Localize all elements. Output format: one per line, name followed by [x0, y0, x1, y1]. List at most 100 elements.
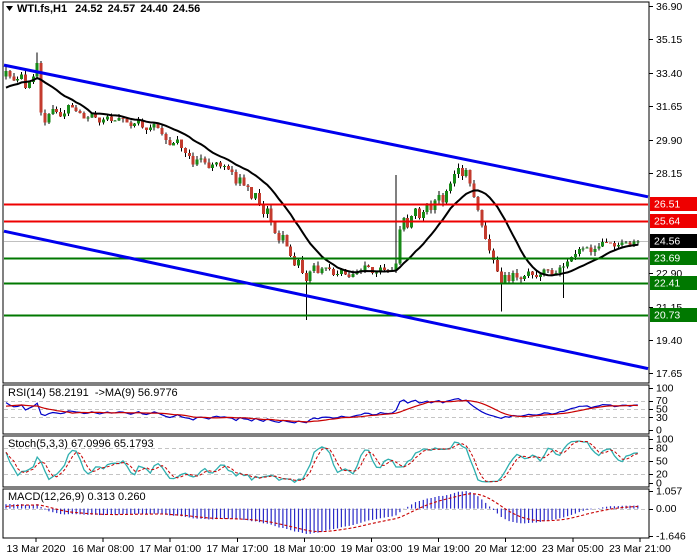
candle [207, 158, 211, 169]
candle [488, 234, 492, 254]
macd-signal-line [5, 493, 638, 533]
candle [624, 241, 628, 244]
candle [433, 199, 437, 214]
candle [86, 116, 90, 122]
candle [538, 272, 542, 282]
candle [168, 137, 172, 146]
candle [589, 244, 593, 256]
candle [277, 230, 281, 244]
candle [394, 174, 398, 274]
candle [460, 164, 464, 180]
candle [503, 272, 507, 285]
time-axis-label: 23 Mar 05:00 [542, 543, 604, 555]
candle [195, 155, 199, 166]
candle [480, 209, 484, 228]
candle [191, 152, 195, 168]
candle [468, 169, 472, 187]
candle [27, 82, 31, 89]
candle [199, 154, 203, 163]
price-level-badge [650, 308, 697, 322]
candle [16, 76, 20, 83]
candle [449, 181, 453, 194]
candle [597, 242, 601, 251]
candle [499, 267, 503, 312]
candle [546, 268, 550, 273]
candle [609, 242, 612, 244]
candle [98, 117, 102, 126]
candle [222, 164, 226, 171]
macd-indicator-label: MACD(12,26,9) 0.313 0.260 [8, 491, 146, 503]
main-price-panel[interactable] [2, 1, 650, 384]
candle [437, 191, 441, 204]
candle [4, 67, 8, 80]
candle [308, 270, 312, 285]
trend-channel-lower-line[interactable] [3, 229, 649, 371]
price-level-badge-text: 20.73 [654, 310, 680, 322]
candle [246, 183, 250, 191]
candles-layer [4, 52, 640, 320]
chart-title: WTI.fs,H1 24.52 24.57 24.40 24.56 [17, 3, 200, 15]
indicator-scale-label: 70 [656, 395, 668, 407]
indicator-scale-label: 0 [656, 425, 662, 437]
candle [336, 270, 339, 277]
symbol-marker-icon[interactable] [6, 6, 13, 11]
candle [113, 120, 117, 122]
candle [74, 104, 78, 113]
candle [12, 73, 16, 81]
candle [265, 206, 269, 218]
price-tick-label: 17.65 [656, 368, 682, 380]
candle [219, 160, 222, 169]
trend-channel-upper-line[interactable] [3, 63, 649, 199]
candle [328, 264, 332, 271]
ohlc-low: 24.40 [140, 3, 168, 15]
candle [156, 123, 160, 129]
candle [566, 259, 570, 269]
indicator-scale-label: 0 [656, 478, 662, 490]
time-axis-label: 16 Mar 08:00 [72, 543, 134, 555]
stochastic-indicator-label: Stoch(5,3,3) 67.0996 65.1793 [8, 438, 154, 450]
time-axis-label: 18 Mar 10:00 [273, 543, 335, 555]
stochastic-k-line [5, 440, 638, 484]
time-axis-label: 17 Mar 01:00 [139, 543, 201, 555]
price-level-badge [650, 276, 697, 290]
candle [414, 208, 417, 220]
time-axis-label: 20 Mar 12:00 [475, 543, 537, 555]
indicator-scale-label: 50 [656, 456, 668, 468]
candle [332, 267, 336, 276]
candle [172, 142, 176, 146]
candle [527, 268, 531, 278]
price-tick-label: 35.15 [656, 34, 682, 46]
candle [43, 109, 47, 126]
candle [417, 207, 421, 220]
candle [585, 246, 589, 249]
candle [59, 108, 63, 118]
stochastic-d-line [5, 440, 638, 483]
candle [51, 105, 55, 115]
candle [176, 135, 180, 145]
price-tick-label: 36.90 [656, 1, 682, 13]
price-tick-label: 29.90 [656, 135, 682, 147]
chart-symbol-timeframe: WTI.fs,H1 [17, 3, 67, 15]
candle [238, 174, 242, 186]
candle [148, 124, 152, 132]
candle [144, 127, 148, 134]
candle [636, 239, 640, 246]
indicator-scale-label: 30 [656, 412, 668, 424]
candle [20, 72, 24, 80]
indicator-scale-label: -1.646 [656, 531, 686, 543]
price-level-badge-text: 26.51 [654, 199, 680, 211]
candle [550, 267, 554, 276]
price-tick-label: 28.15 [656, 168, 682, 180]
candle [281, 231, 285, 244]
candle [484, 222, 488, 240]
candle [273, 220, 277, 234]
candle [250, 187, 254, 200]
ohlc-high: 24.57 [108, 3, 136, 15]
price-tick-label: 19.40 [656, 335, 682, 347]
candle [125, 118, 129, 123]
moving-average-line [5, 76, 638, 277]
macd-panel[interactable] [2, 488, 650, 539]
current-price-badge [650, 234, 697, 248]
